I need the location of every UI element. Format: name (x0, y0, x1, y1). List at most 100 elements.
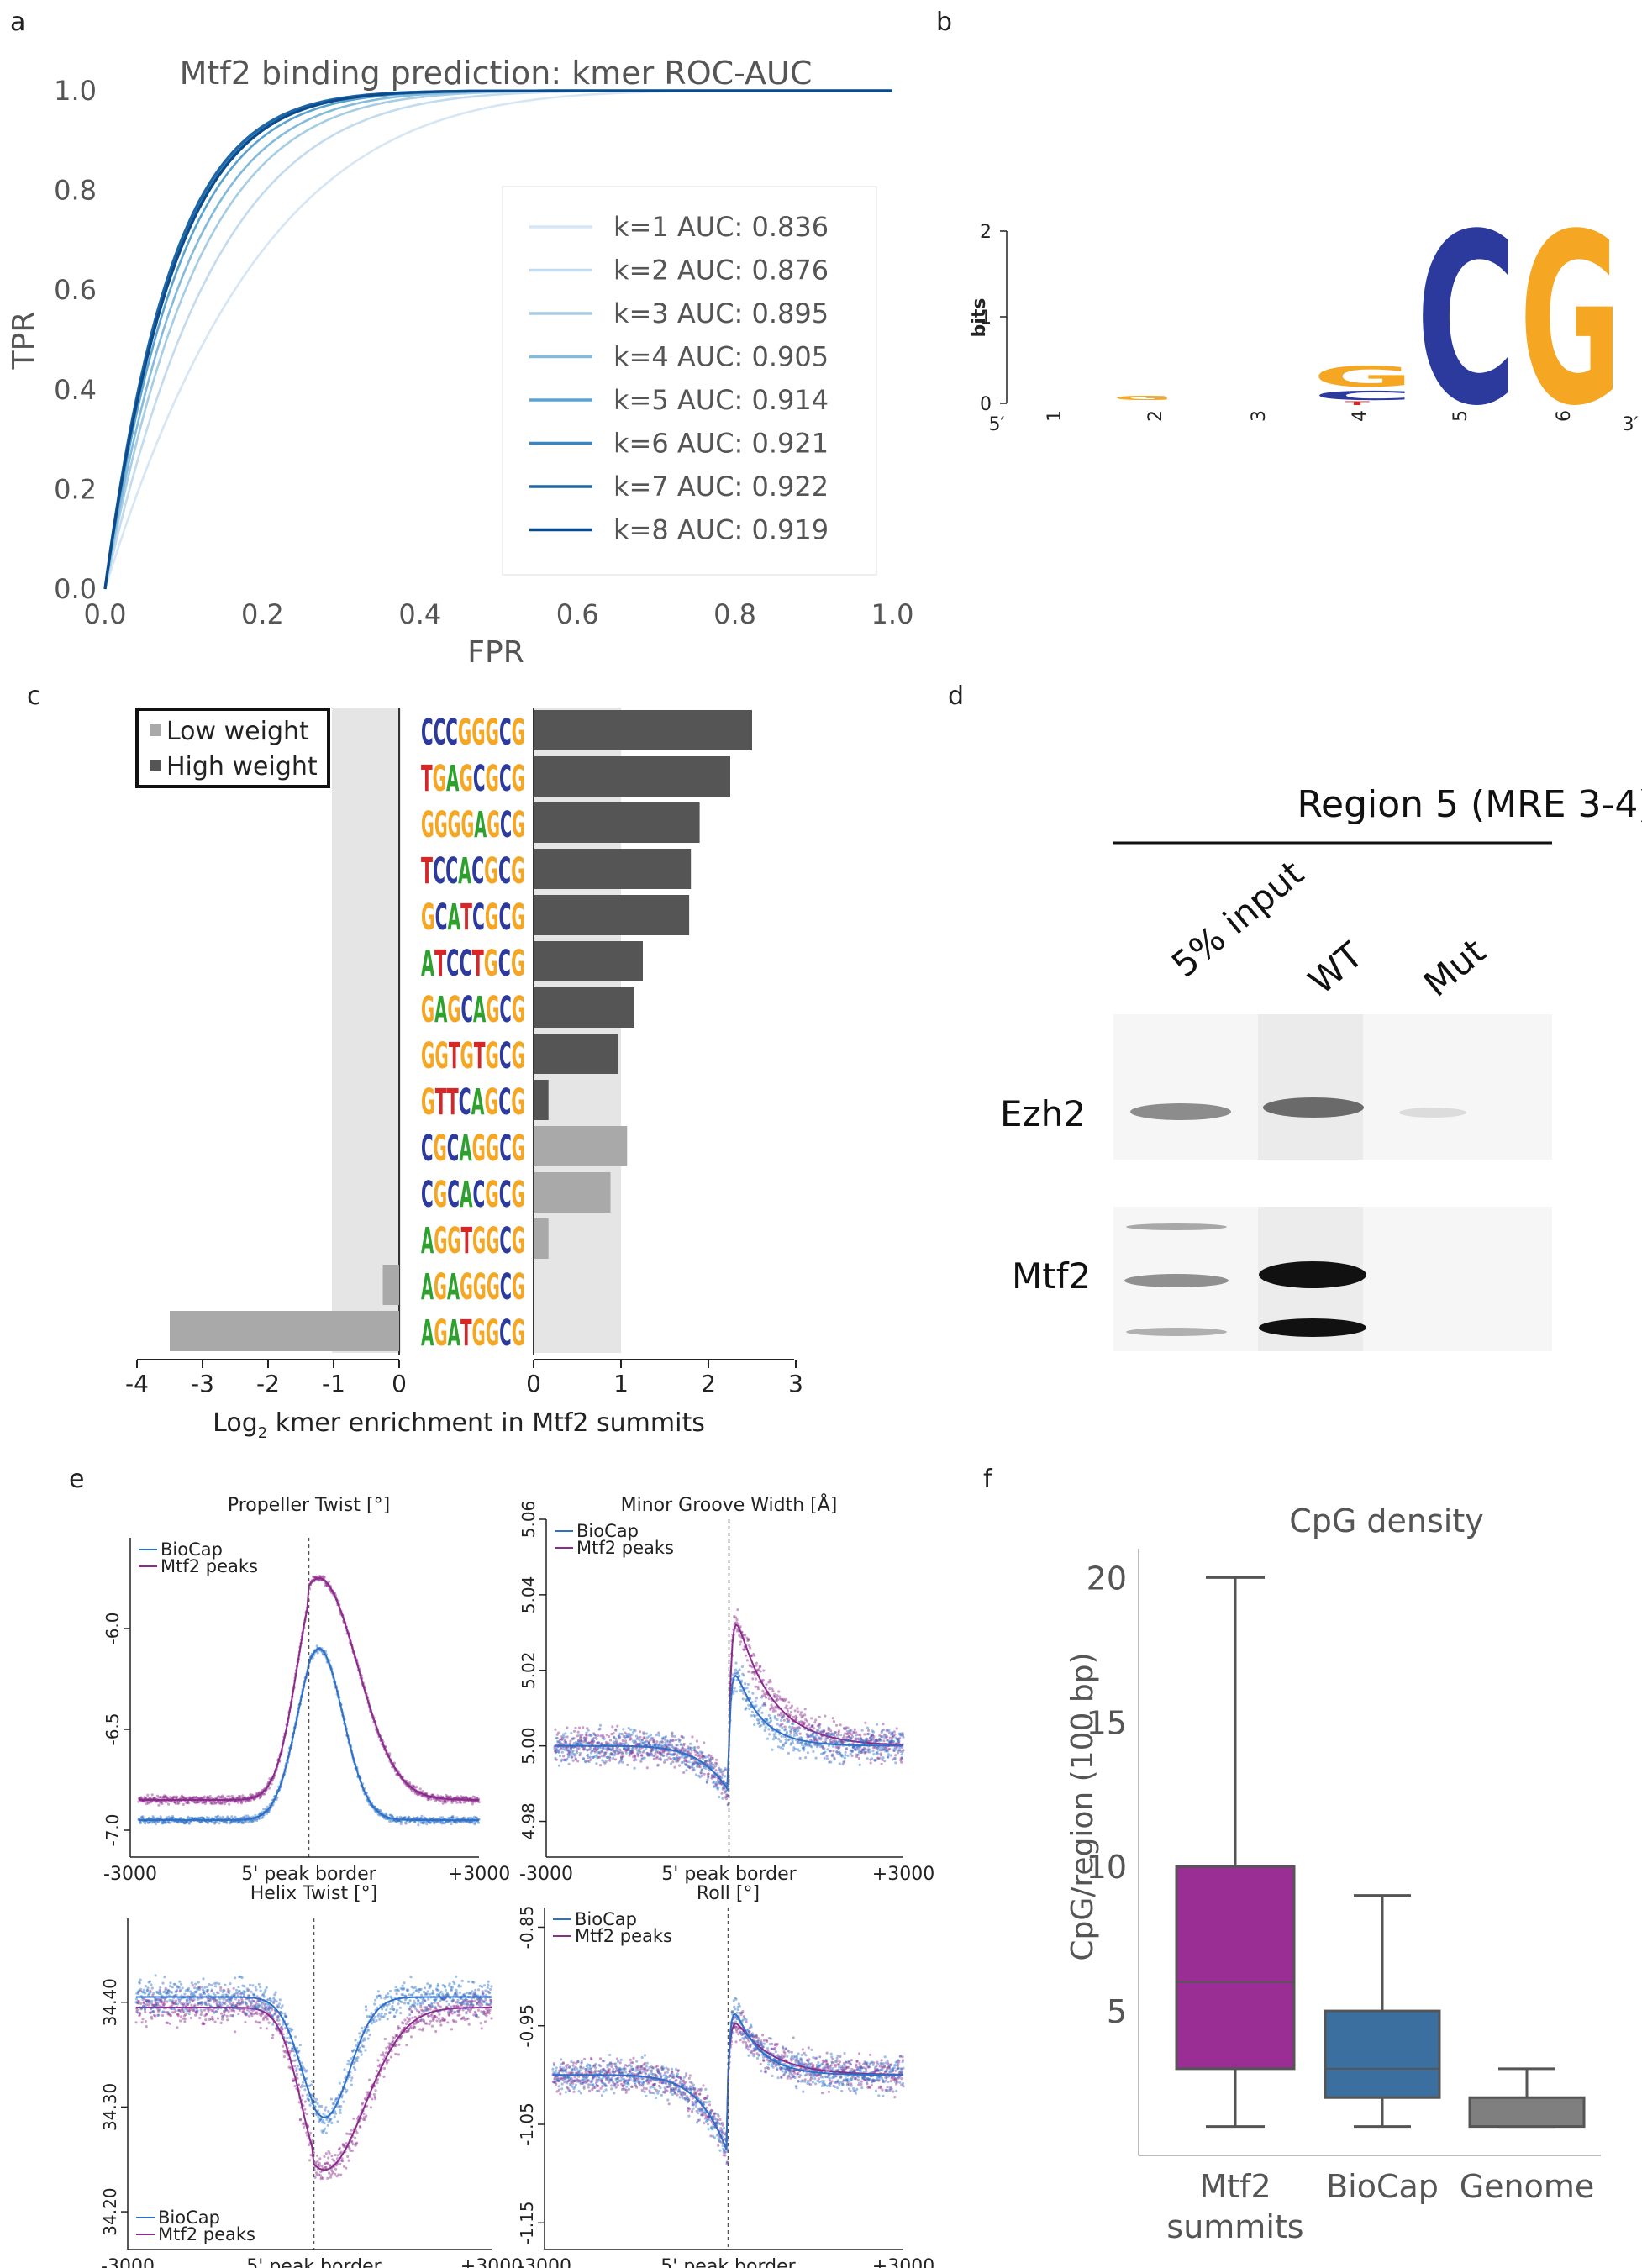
shape-point (597, 1750, 601, 1754)
shape-point (411, 2016, 414, 2019)
shape-point (161, 1795, 165, 1798)
shape-point (198, 2016, 202, 2020)
shape-point (408, 1816, 411, 1819)
shape-point (234, 1988, 239, 1992)
shape-point (717, 1786, 720, 1789)
shape-point (827, 1726, 830, 1729)
shape-point (759, 1706, 762, 1709)
shape-point (573, 1752, 576, 1756)
shape-point (572, 1729, 576, 1733)
shape-point (803, 1721, 806, 1724)
shape-point (211, 2018, 214, 2021)
shape-point (323, 1576, 326, 1579)
shape-point (578, 1734, 582, 1737)
shape-point (146, 1986, 150, 1990)
shape-point (776, 1698, 780, 1702)
shape-point (751, 1677, 755, 1681)
shape-point (406, 2016, 409, 2019)
shape-point (681, 1746, 684, 1750)
shape-point (767, 1713, 771, 1717)
shape-point (171, 1817, 174, 1820)
dna-shape-panels: Propeller Twist [°]-7.0-6.5-6.0-3000 +300… (100, 1493, 934, 2268)
shape-point (162, 1797, 166, 1800)
shape-point (622, 1728, 625, 1731)
shape-point (237, 2013, 240, 2016)
shape-point (555, 1736, 559, 1740)
shape-point (780, 1716, 784, 1719)
shape-point (161, 1981, 165, 1985)
shape-point (155, 2003, 158, 2007)
shape-point (206, 1985, 209, 1988)
shape-point (465, 1796, 468, 1799)
shape-point (417, 1823, 420, 1827)
shape-point (261, 1810, 264, 1813)
shape-point (213, 1822, 217, 1825)
shape-point (239, 2007, 243, 2010)
kmer-logo-bg (412, 894, 528, 936)
shape-point (750, 1710, 755, 1713)
shape-point (642, 1733, 645, 1736)
shape-point (624, 1751, 629, 1755)
shape-point (254, 1813, 257, 1817)
shape-point (889, 1754, 892, 1757)
shape-point (724, 1797, 729, 1801)
shape-point (755, 1697, 759, 1700)
shape-point (430, 2013, 434, 2016)
shape-point (671, 1745, 675, 1749)
shape-point (207, 1988, 210, 1992)
shape-point (739, 1643, 742, 1646)
shape-point (232, 1986, 235, 1990)
shape-point (598, 1727, 602, 1730)
shape-point (192, 1796, 196, 1799)
roc-ytick: 1.0 (54, 75, 97, 107)
shape-point (672, 1752, 676, 1755)
shape-point (616, 1724, 619, 1728)
shape-point (757, 1667, 760, 1671)
shape-point (682, 1760, 686, 1764)
shape-point (427, 1796, 430, 1800)
shape-point (837, 1729, 841, 1733)
shape-point (643, 1756, 646, 1760)
kmer-logo-bg (412, 802, 528, 844)
shape-point (872, 1753, 876, 1756)
shape-point (420, 1814, 424, 1818)
shape-point (150, 1999, 154, 2002)
shape-point (204, 1800, 208, 1803)
shape-point (208, 1794, 212, 1798)
shape-point (405, 2044, 408, 2047)
shape-point (645, 1766, 649, 1770)
shape-point (374, 2089, 377, 2092)
shape-point (759, 1665, 762, 1668)
shape-point (210, 1820, 213, 1823)
shape-point (259, 2021, 262, 2024)
roc-ytick: 0.4 (54, 374, 97, 406)
shape-point (186, 1801, 189, 1804)
shape-point (405, 1784, 408, 1788)
shape-point (824, 1714, 827, 1718)
shape-point (420, 1795, 424, 1798)
shape-point (237, 1999, 240, 2002)
shape-point (193, 2003, 197, 2007)
shape-point (707, 1775, 710, 1778)
shape-point (197, 1817, 202, 1820)
lane-label-wt: WT (1301, 934, 1371, 1002)
shape-point (355, 2141, 359, 2144)
shape-point (476, 2008, 481, 2012)
shape-point (218, 1997, 222, 2001)
shape-point (678, 1739, 682, 1743)
shape-point (142, 1988, 145, 1992)
shape-point (767, 1697, 771, 1701)
shape-point (187, 2012, 191, 2016)
shape-point (843, 1756, 846, 1760)
shape-point (142, 1800, 145, 1803)
shape-point (182, 2009, 186, 2013)
shape-point (242, 1993, 246, 1997)
shape-xlabel: 5' peak border (661, 1864, 797, 1885)
shape-point (155, 1794, 160, 1797)
shape-point (476, 1821, 481, 1824)
shape-point (266, 1810, 271, 1814)
kmer-left-xtick: -4 (125, 1370, 149, 1397)
shape-point (163, 1820, 166, 1823)
shape-point (265, 1812, 268, 1815)
panel-label-d: d (948, 681, 964, 711)
